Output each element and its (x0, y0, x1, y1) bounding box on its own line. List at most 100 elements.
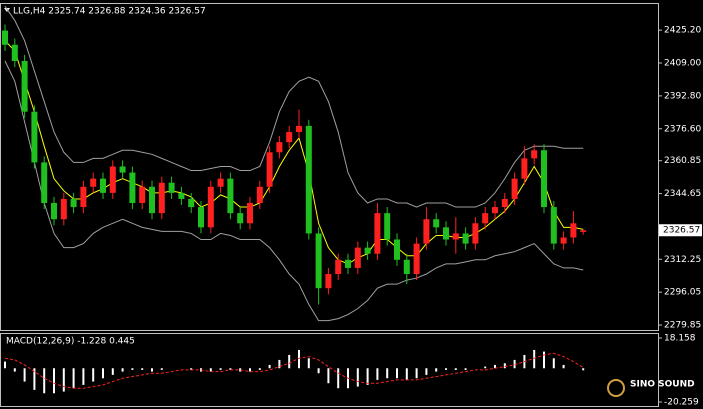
macd-bar (4, 361, 6, 369)
macd-bar (229, 368, 232, 370)
macd-bar (337, 368, 340, 389)
y-tick-label: 2425.20 (664, 26, 701, 36)
candle-body (286, 131, 293, 143)
macd-bar (543, 351, 545, 369)
macd-bar (396, 368, 398, 379)
macd-bar (13, 368, 16, 372)
candle-body (531, 150, 538, 159)
candle-body (384, 213, 391, 240)
menu-arrow (4, 8, 10, 12)
macd-bar (454, 368, 457, 370)
macd-bar (102, 368, 104, 379)
candle-body (70, 198, 77, 208)
candle-body (119, 166, 126, 173)
macd-bar (209, 368, 212, 372)
overlay-line (4, 60, 584, 322)
candle-body (315, 233, 322, 289)
macd-bar (278, 359, 281, 369)
candle-body (168, 182, 175, 193)
macd-bar (72, 368, 75, 389)
candle-body (90, 178, 97, 187)
last-price-label: 2326.57 (663, 226, 700, 236)
macd-bar (562, 364, 565, 369)
candle-body (227, 178, 234, 214)
macd-bar (121, 368, 124, 372)
y-tick-label: -20.259 (664, 398, 699, 408)
chart-title: LLG,H4 2325.74 2326.88 2324.36 2326.57 (13, 7, 206, 17)
candle-body (550, 207, 557, 244)
candle-body (31, 111, 38, 163)
candle-body (335, 259, 342, 275)
macd-bar (415, 368, 418, 379)
macd-bar (386, 368, 389, 379)
macd-bar (435, 368, 438, 372)
candle-body (433, 219, 440, 228)
candle-body (423, 219, 430, 244)
candle-body (492, 207, 498, 214)
macd-bar (249, 368, 251, 372)
macd-bar (356, 368, 359, 387)
y-tick-label: 18.158 (664, 334, 696, 344)
candle-body (305, 125, 312, 234)
candle-body (296, 125, 302, 132)
macd-bar (62, 368, 65, 392)
macd-bar (92, 368, 95, 382)
logo: SINO SOUND (607, 379, 695, 397)
macd-bar (53, 368, 55, 394)
y-tick-label: 2376.60 (664, 124, 701, 134)
macd-bar (288, 354, 291, 369)
candle-body (217, 178, 224, 187)
candle-body (237, 213, 244, 224)
candle-body (158, 182, 165, 214)
candle-body (21, 60, 28, 112)
y-tick-label: 2296.05 (664, 288, 701, 298)
y-tick-label: 2360.85 (664, 156, 701, 166)
macd-bar (425, 368, 428, 375)
candle-body (207, 186, 214, 228)
signal-line (4, 352, 584, 389)
candle-body (2, 30, 8, 45)
macd-bar (464, 368, 467, 370)
logo-icon (607, 379, 625, 397)
candle-body (60, 198, 67, 220)
candle-body (188, 198, 195, 208)
candle-body (452, 233, 459, 240)
y-tick-label: 2279.85 (664, 321, 701, 331)
macd-bar (43, 368, 46, 394)
macd-bar (503, 363, 506, 369)
candle-body (247, 203, 253, 224)
candle-body (109, 166, 116, 193)
y-tick-label: 2392.80 (664, 91, 701, 101)
macd-bar (239, 368, 242, 372)
macd-bar (317, 368, 320, 374)
macd-bar (327, 368, 330, 384)
candle-body (403, 259, 410, 275)
macd-bar (445, 368, 447, 370)
macd-bar (160, 368, 163, 370)
y-tick-label: 2344.65 (664, 189, 701, 199)
macd-bar (376, 368, 379, 380)
macd-bar (258, 368, 261, 370)
macd-bar (494, 364, 496, 369)
macd-bar (366, 368, 369, 385)
candle-body (472, 223, 479, 244)
macd-bar (552, 358, 555, 369)
macd-bar (582, 368, 585, 371)
macd-bar (131, 368, 134, 370)
candle-body (198, 207, 204, 228)
macd-bar (513, 359, 516, 369)
candle-body (256, 186, 263, 204)
candle-body (570, 223, 577, 238)
candle-body (443, 227, 449, 240)
macd-bar (23, 368, 26, 382)
candle-body (276, 142, 283, 153)
candle-body (580, 230, 587, 232)
logo-text: SINO SOUND (630, 380, 695, 390)
macd-bar (111, 368, 114, 375)
candle-body (462, 233, 469, 244)
candle-body (560, 237, 567, 244)
candle-body (51, 203, 57, 220)
candle-body (345, 259, 351, 268)
macd-bar (82, 368, 85, 385)
candle-body (80, 186, 87, 208)
